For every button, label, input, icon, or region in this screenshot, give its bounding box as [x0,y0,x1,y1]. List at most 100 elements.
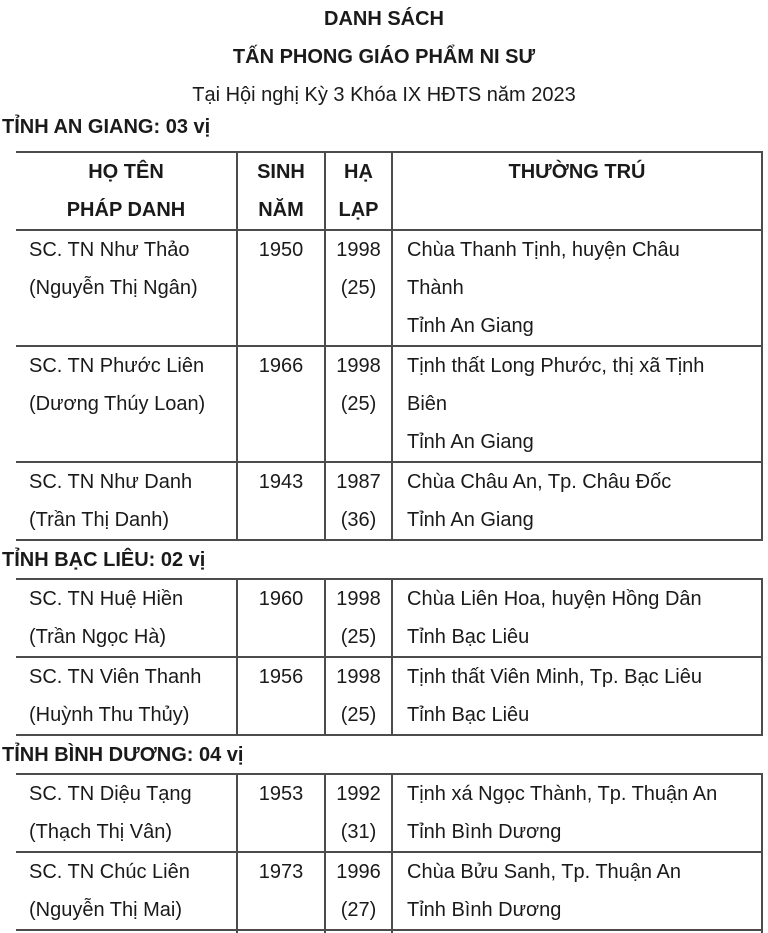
cell-line: (36) [340,509,377,531]
table-row: SC. TN Huệ Hiền (Trần Ngọc Hà) 1960 1998 (… [16,578,763,658]
cell-line: (25) [340,626,377,648]
name-cell: SC. TN Như Thảo (Nguyễn Thị Ngân) [16,229,238,347]
birth-year-cell: 1956 [236,656,326,736]
table-row: SC. TN Viên Thanh (Huỳnh Thu Thủy) 1956 1… [16,656,763,736]
roster-table: SC. TN Huệ Hiền (Trần Ngọc Hà) 1960 1998 (… [16,578,763,736]
table-body: SC. TN Như Thảo (Nguyễn Thị Ngân) 1950 19… [16,229,763,541]
cell-line: (31) [340,821,377,843]
cell-line: 1996 [336,861,381,883]
cell-line: (Dương Thúy Loan) [29,393,206,415]
cell-line: Tỉnh An Giang [407,509,534,531]
table-body: SC. TN Huệ Hiền (Trần Ngọc Hà) 1960 1998 (… [16,578,763,736]
ha-lap-cell: 1998 (25) [324,229,393,347]
header-line: HẠ [344,161,373,183]
table-row: SC. TN Như Danh (Trần Thị Danh) 1943 1987… [16,461,763,541]
table-row: SC. TN Như Thảo (Nguyễn Thị Ngân) 1950 19… [16,229,763,347]
ha-lap-cell: 1992 (31) [324,773,393,853]
header-ha-lap-cell: HẠ LẠP [324,151,393,231]
header-birth-year-cell: SINH NĂM [236,151,326,231]
truncated-cell [236,929,326,933]
roster-table: SC. TN Diệu Tạng (Thạch Thị Vân) 1953 199… [16,773,763,933]
name-cell: SC. TN Huệ Hiền (Trần Ngọc Hà) [16,578,238,658]
residence-cell: Tịnh xá Ngọc Thành, Tp. Thuận An Tỉnh Bìn… [391,773,763,853]
name-cell: SC. TN Phước Liên (Dương Thúy Loan) [16,345,238,463]
cell-line: Chùa Bửu Sanh, Tp. Thuận An [407,861,681,883]
ha-lap-cell: 1987 (36) [324,461,393,541]
name-cell: SC. TN Diệu Tạng (Thạch Thị Vân) [16,773,238,853]
cell-line: (Nguyễn Thị Ngân) [29,277,198,299]
cell-line: Tịnh xá Ngọc Thành, Tp. Thuận An [407,783,718,805]
header-line: SINH [257,161,305,183]
birth-year-cell: 1960 [236,578,326,658]
header-name-cell: HỌ TÊN PHÁP DANH [16,151,238,231]
cell-line: 1998 [336,588,381,610]
cell-line: Tỉnh An Giang [407,431,534,453]
truncated-cell [391,929,763,933]
province-section: TỈNH BẠC LIÊU: 02 vị SC. TN Huệ Hiền (Trầ… [0,549,768,736]
cell-line: 1973 [258,861,304,883]
cell-line: Chùa Liên Hoa, huyện Hồng Dân [407,588,702,610]
section-heading: TỈNH BẠC LIÊU: 02 vị [2,549,206,571]
residence-cell: Chùa Liên Hoa, huyện Hồng Dân Tỉnh Bạc Li… [391,578,763,658]
header-line: HỌ TÊN [88,161,164,183]
ha-lap-cell: 1998 (25) [324,578,393,658]
cell-line: SC. TN Huệ Hiền [29,588,184,610]
cell-line: Tỉnh Bạc Liêu [407,626,530,648]
document-title-line2: TẤN PHONG GIÁO PHẨM NI SƯ [232,46,536,68]
section-heading: TỈNH AN GIANG: 03 vị [2,116,211,138]
cell-line: Tỉnh Bình Dương [407,899,562,921]
cell-line: SC. TN Như Thảo [29,239,190,261]
cell-line: 1943 [258,471,304,493]
cell-line: Tỉnh Bạc Liêu [407,704,530,726]
cell-line: (27) [340,899,377,921]
cell-line: 1998 [336,355,381,377]
cell-line: SC. TN Như Danh [29,471,193,493]
header-residence-cell: THƯỜNG TRÚ [391,151,763,231]
residence-cell: Tịnh thất Viên Minh, Tp. Bạc Liêu Tỉnh Bạ… [391,656,763,736]
header-line: PHÁP DANH [66,199,186,221]
cell-line: Chùa Thanh Tịnh, huyện Châu [407,239,680,261]
birth-year-cell: 1950 [236,229,326,347]
residence-cell: Tịnh thất Long Phước, thị xã Tịnh Biên Tỉn… [391,345,763,463]
table-body: SC. TN Diệu Tạng (Thạch Thị Vân) 1953 199… [16,773,763,933]
cell-line: Tỉnh An Giang [407,315,534,337]
cell-line: 1966 [258,355,304,377]
residence-cell: Chùa Châu An, Tp. Châu Đốc Tỉnh An Giang [391,461,763,541]
cell-line: (25) [340,277,377,299]
birth-year-cell: 1966 [236,345,326,463]
cell-line: (25) [340,704,377,726]
cell-line: 1953 [258,783,304,805]
residence-cell: Chùa Bửu Sanh, Tp. Thuận An Tỉnh Bình Dươ… [391,851,763,931]
cell-line: Chùa Châu An, Tp. Châu Đốc [407,471,672,493]
cell-line: Tịnh thất Viên Minh, Tp. Bạc Liêu [407,666,702,688]
cell-line: 1960 [258,588,304,610]
province-section: TỈNH BÌNH DƯƠNG: 04 vị SC. TN Diệu Tạng (… [0,744,768,933]
name-cell: SC. TN Như Danh (Trần Thị Danh) [16,461,238,541]
residence-cell: Chùa Thanh Tịnh, huyện Châu Thành Tỉnh An … [391,229,763,347]
cell-line: 1998 [336,239,381,261]
birth-year-cell: 1973 [236,851,326,931]
cell-line: 1998 [336,666,381,688]
cell-line: Tỉnh Bình Dương [407,821,562,843]
name-cell: SC. TN Viên Thanh (Huỳnh Thu Thủy) [16,656,238,736]
cell-line: 1956 [258,666,304,688]
cell-line: 1950 [258,239,304,261]
cell-line: (Huỳnh Thu Thủy) [29,704,190,726]
section-heading: TỈNH BÌNH DƯƠNG: 04 vị [2,744,244,766]
document-subtitle: Tại Hội nghị Kỳ 3 Khóa IX HĐTS năm 2023 [192,84,576,106]
province-section: TỈNH AN GIANG: 03 vị HỌ TÊN PHÁP DANH SIN… [0,116,768,541]
table-row: SC. TN Diệu Tạng (Thạch Thị Vân) 1953 199… [16,773,763,853]
document-title-line1: DANH SÁCH [324,8,444,30]
ha-lap-cell: 1998 (25) [324,345,393,463]
header-line: LẠP [338,199,379,221]
truncated-row [16,929,763,933]
sections-container: TỈNH AN GIANG: 03 vị HỌ TÊN PHÁP DANH SIN… [0,116,768,933]
cell-line: 1992 [336,783,381,805]
cell-line: Thành [407,277,464,299]
table-header-row: HỌ TÊN PHÁP DANH SINH NĂM HẠ LẠP THƯỜNG TRÚ [16,151,763,231]
header-line: NĂM [258,199,304,221]
cell-line: SC. TN Viên Thanh [29,666,202,688]
cell-line: Tịnh thất Long Phước, thị xã Tịnh [407,355,705,377]
cell-line: (Trần Thị Danh) [29,509,170,531]
cell-line: Biên [407,393,448,415]
